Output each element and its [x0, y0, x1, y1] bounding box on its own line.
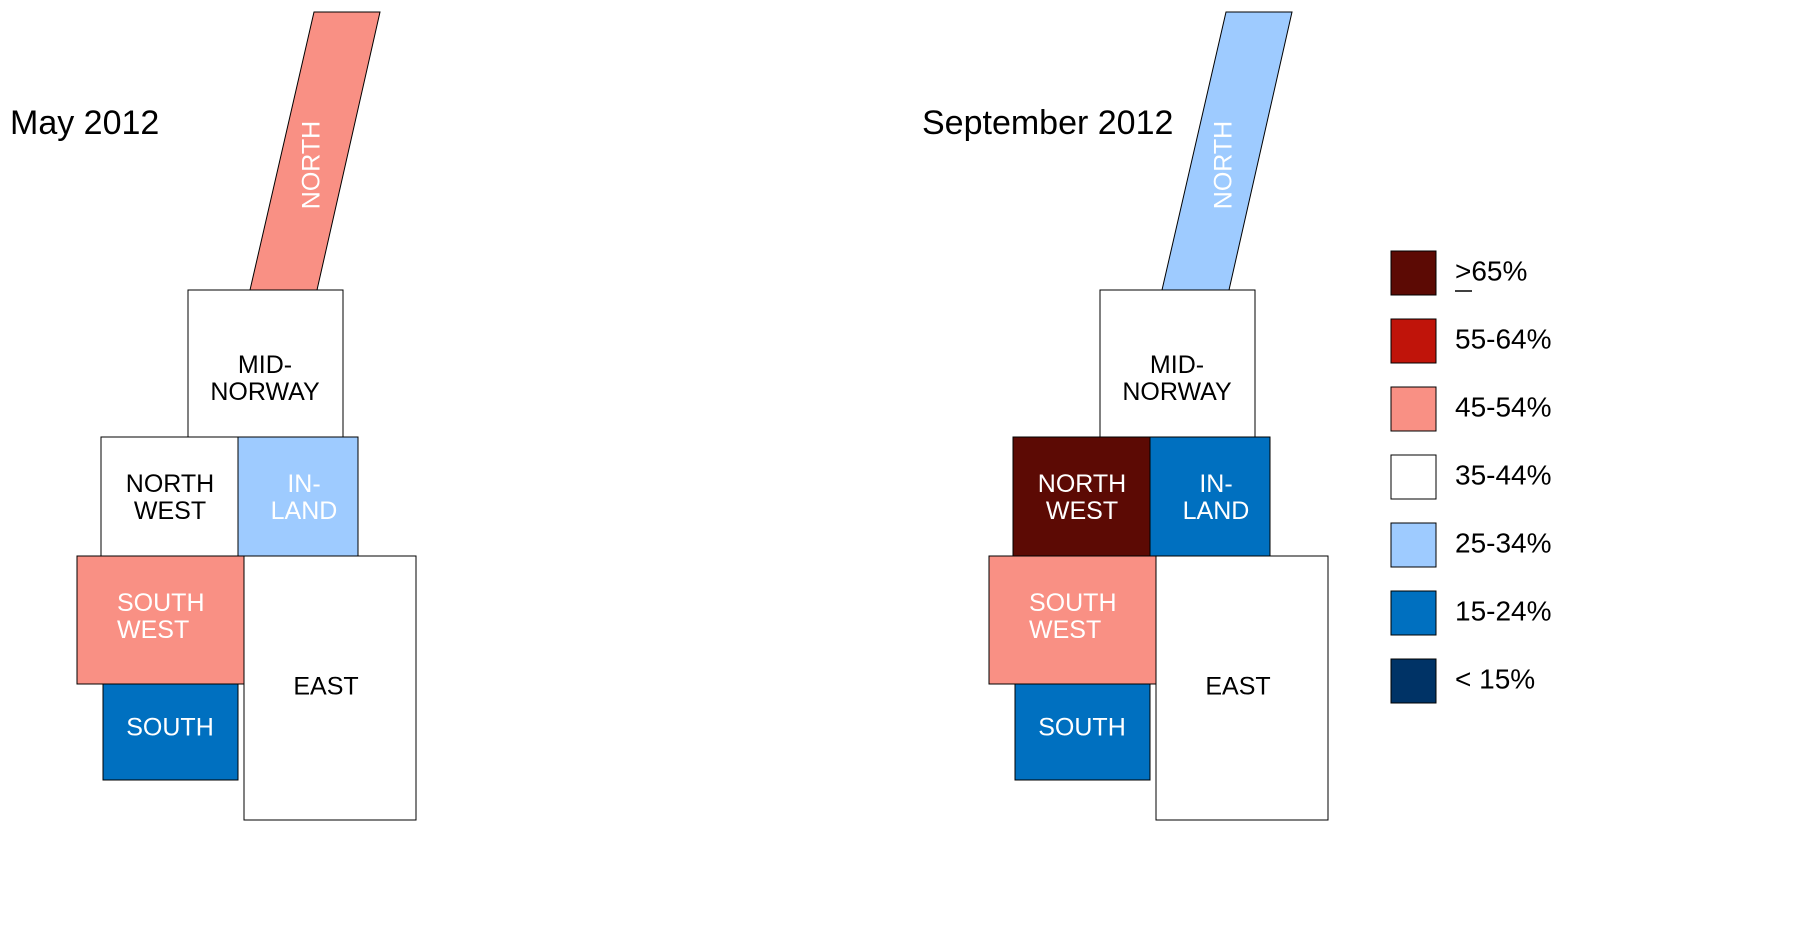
legend-label: 55-64% — [1455, 323, 1552, 354]
region-label: IN- — [1199, 470, 1232, 498]
legend-label: 15-24% — [1455, 595, 1552, 626]
region-label: NORTH — [126, 470, 214, 498]
region-label: EAST — [1205, 673, 1270, 701]
region-label: NORTH — [1210, 121, 1238, 209]
region-label: NORWAY — [1122, 378, 1232, 406]
legend-swatch — [1390, 454, 1437, 500]
map-title: May 2012 — [10, 104, 159, 142]
region — [76, 555, 247, 685]
legend-swatch — [1390, 590, 1437, 636]
region-label: SOUTH — [1038, 714, 1126, 742]
region — [1155, 555, 1329, 821]
legend-swatch — [1390, 658, 1437, 704]
legend-label: < 15% — [1455, 663, 1535, 694]
region-label: LAND — [271, 497, 338, 525]
region-label: WEST — [1029, 616, 1101, 644]
region-label: EAST — [293, 673, 358, 701]
region-label: WEST — [134, 497, 206, 525]
region — [988, 555, 1159, 685]
region — [102, 683, 239, 781]
legend-label: >65% — [1455, 255, 1527, 286]
region-label: WEST — [1046, 497, 1118, 525]
region-label: WEST — [117, 616, 189, 644]
region-label: MID- — [1150, 351, 1204, 379]
region — [237, 436, 359, 557]
region-label: LAND — [1183, 497, 1250, 525]
legend-swatch — [1390, 250, 1437, 296]
map-title: September 2012 — [922, 104, 1173, 142]
region-label: NORWAY — [210, 378, 320, 406]
region — [187, 289, 344, 447]
region — [1149, 436, 1271, 557]
region-label: IN- — [287, 470, 320, 498]
region-label: SOUTH — [1029, 589, 1117, 617]
legend-label: 25-34% — [1455, 527, 1552, 558]
legend-swatch — [1390, 522, 1437, 568]
legend-swatch — [1390, 386, 1437, 432]
legend-label: 35-44% — [1455, 459, 1552, 490]
region — [1099, 289, 1256, 447]
region — [243, 555, 417, 821]
region — [100, 436, 239, 567]
region-label: SOUTH — [117, 589, 205, 617]
region-label: NORTH — [1038, 470, 1126, 498]
region-label: NORTH — [298, 121, 326, 209]
region-label: MID- — [238, 351, 292, 379]
legend-label: 45-54% — [1455, 391, 1552, 422]
legend-swatch — [1390, 318, 1437, 364]
region — [1014, 683, 1151, 781]
region-label: SOUTH — [126, 714, 214, 742]
